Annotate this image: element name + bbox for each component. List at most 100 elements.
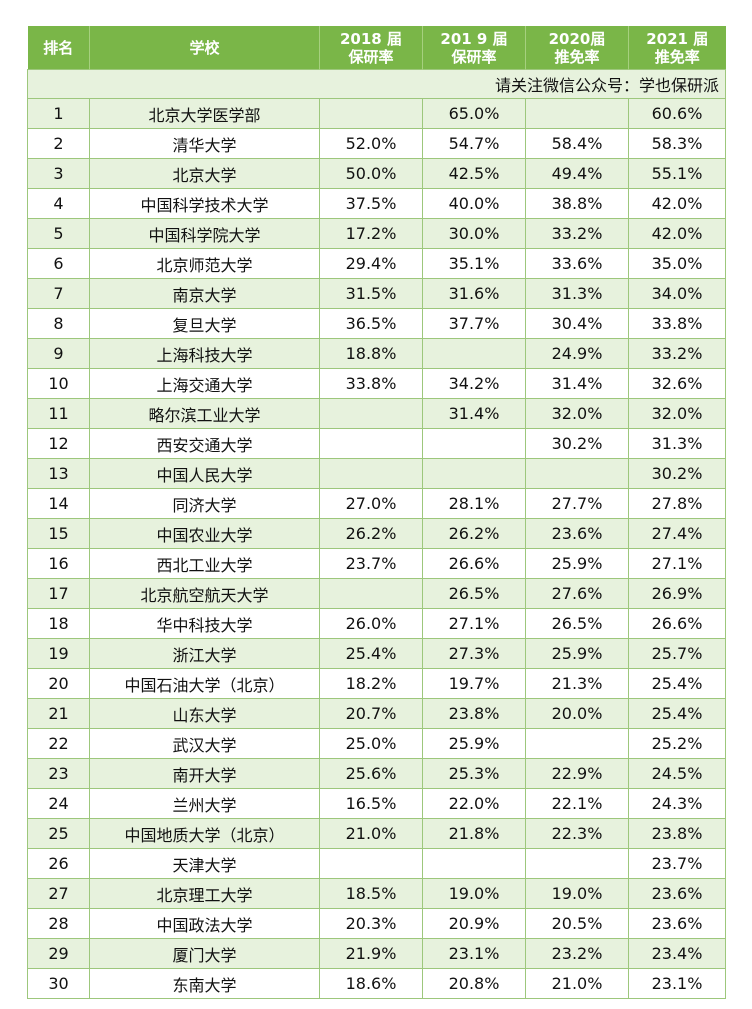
table-row: 20 中国石油大学（北京） 18.2% 19.7% 21.3% 25.4% bbox=[27, 668, 726, 699]
school-cell: 天津大学 bbox=[89, 848, 320, 879]
rate-2021-cell: 33.2% bbox=[628, 338, 726, 369]
rate-2018-cell bbox=[319, 428, 423, 459]
rate-2021-cell: 23.4% bbox=[628, 938, 726, 969]
rate-2019-cell: 40.0% bbox=[422, 188, 526, 219]
rank-cell: 25 bbox=[27, 818, 90, 849]
table-row: 2 清华大学 52.0% 54.7% 58.4% 58.3% bbox=[27, 128, 726, 159]
school-cell: 中国人民大学 bbox=[89, 458, 320, 489]
rate-2018-cell: 18.5% bbox=[319, 878, 423, 909]
rate-2019-cell: 42.5% bbox=[422, 158, 526, 189]
rate-2019-cell: 21.8% bbox=[422, 818, 526, 849]
rate-2018-cell: 21.9% bbox=[319, 938, 423, 969]
table-row: 23 南开大学 25.6% 25.3% 22.9% 24.5% bbox=[27, 758, 726, 789]
school-cell: 南京大学 bbox=[89, 278, 320, 309]
rate-2019-cell bbox=[422, 848, 526, 879]
rate-2021-cell: 23.6% bbox=[628, 908, 726, 939]
rate-2019-cell: 25.3% bbox=[422, 758, 526, 789]
rate-2019-cell: 28.1% bbox=[422, 488, 526, 519]
header-2021-year: 2021 届 bbox=[646, 29, 709, 48]
rate-2020-cell: 21.3% bbox=[525, 668, 629, 699]
rate-2021-cell: 30.2% bbox=[628, 458, 726, 489]
table-row: 15 中国农业大学 26.2% 26.2% 23.6% 27.4% bbox=[27, 518, 726, 549]
rank-cell: 10 bbox=[27, 368, 90, 399]
header-2020-year: 2020届 bbox=[548, 29, 606, 48]
rate-2019-cell: 23.1% bbox=[422, 938, 526, 969]
rate-2018-cell: 50.0% bbox=[319, 158, 423, 189]
rate-2021-cell: 27.4% bbox=[628, 518, 726, 549]
school-cell: 略尔滨工业大学 bbox=[89, 398, 320, 429]
table-row: 3 北京大学 50.0% 42.5% 49.4% 55.1% bbox=[27, 158, 726, 189]
header-2018-year: 2018 届 bbox=[340, 29, 402, 48]
school-cell: 中国石油大学（北京） bbox=[89, 668, 320, 699]
rate-2020-cell: 23.6% bbox=[525, 518, 629, 549]
school-cell: 中国地质大学（北京） bbox=[89, 818, 320, 849]
rate-2018-cell bbox=[319, 98, 423, 129]
rate-2018-cell: 18.6% bbox=[319, 968, 423, 999]
rate-2019-cell: 27.1% bbox=[422, 608, 526, 639]
rate-2021-cell: 26.9% bbox=[628, 578, 726, 609]
rate-2020-cell: 24.9% bbox=[525, 338, 629, 369]
rate-2021-cell: 32.6% bbox=[628, 368, 726, 399]
rank-cell: 22 bbox=[27, 728, 90, 759]
school-cell: 中国农业大学 bbox=[89, 518, 320, 549]
rate-2018-cell: 18.2% bbox=[319, 668, 423, 699]
rank-cell: 2 bbox=[27, 128, 90, 159]
rate-2019-cell: 34.2% bbox=[422, 368, 526, 399]
rate-2020-cell: 22.3% bbox=[525, 818, 629, 849]
header-rank: 排名 bbox=[27, 26, 90, 70]
rate-2020-cell: 49.4% bbox=[525, 158, 629, 189]
school-cell: 上海交通大学 bbox=[89, 368, 320, 399]
rank-cell: 14 bbox=[27, 488, 90, 519]
rank-cell: 19 bbox=[27, 638, 90, 669]
rate-2020-cell: 58.4% bbox=[525, 128, 629, 159]
rate-2021-cell: 32.0% bbox=[628, 398, 726, 429]
rate-2018-cell: 29.4% bbox=[319, 248, 423, 279]
school-cell: 北京大学 bbox=[89, 158, 320, 189]
rate-2018-cell: 33.8% bbox=[319, 368, 423, 399]
rank-cell: 11 bbox=[27, 398, 90, 429]
rate-2021-cell: 31.3% bbox=[628, 428, 726, 459]
rank-cell: 8 bbox=[27, 308, 90, 339]
rate-2021-cell: 55.1% bbox=[628, 158, 726, 189]
rate-2020-cell: 27.7% bbox=[525, 488, 629, 519]
rank-cell: 21 bbox=[27, 698, 90, 729]
header-2020: 2020届 推免率 bbox=[525, 26, 629, 70]
table-row: 18 华中科技大学 26.0% 27.1% 26.5% 26.6% bbox=[27, 608, 726, 639]
rank-cell: 13 bbox=[27, 458, 90, 489]
table-row: 16 西北工业大学 23.7% 26.6% 25.9% 27.1% bbox=[27, 548, 726, 579]
rate-2020-cell: 20.5% bbox=[525, 908, 629, 939]
table-row: 13 中国人民大学 30.2% bbox=[27, 458, 726, 489]
rate-2018-cell bbox=[319, 398, 423, 429]
table-row: 26 天津大学 23.7% bbox=[27, 848, 726, 879]
rate-2020-cell: 26.5% bbox=[525, 608, 629, 639]
school-cell: 华中科技大学 bbox=[89, 608, 320, 639]
rate-2019-cell: 26.5% bbox=[422, 578, 526, 609]
rate-2020-cell: 22.9% bbox=[525, 758, 629, 789]
rate-2019-cell: 22.0% bbox=[422, 788, 526, 819]
rate-2019-cell bbox=[422, 458, 526, 489]
table-row: 5 中国科学院大学 17.2% 30.0% 33.2% 42.0% bbox=[27, 218, 726, 249]
rate-2020-cell: 32.0% bbox=[525, 398, 629, 429]
header-2019: 201 9 届 保研率 bbox=[422, 26, 526, 70]
table-row: 8 复旦大学 36.5% 37.7% 30.4% 33.8% bbox=[27, 308, 726, 339]
school-cell: 同济大学 bbox=[89, 488, 320, 519]
notice-row: 请关注微信公众号：学也保研派 bbox=[27, 69, 726, 99]
rank-cell: 9 bbox=[27, 338, 90, 369]
rate-2018-cell: 25.4% bbox=[319, 638, 423, 669]
school-cell: 北京大学医学部 bbox=[89, 98, 320, 129]
rate-2020-cell: 38.8% bbox=[525, 188, 629, 219]
rate-2020-cell: 30.2% bbox=[525, 428, 629, 459]
school-cell: 西北工业大学 bbox=[89, 548, 320, 579]
rate-2020-cell: 25.9% bbox=[525, 638, 629, 669]
rate-2020-cell: 23.2% bbox=[525, 938, 629, 969]
rank-cell: 12 bbox=[27, 428, 90, 459]
table-header: 排名 学校 2018 届 保研率 201 9 届 保研率 2020届 推免率 2… bbox=[27, 26, 726, 70]
rate-2019-cell bbox=[422, 338, 526, 369]
rate-2018-cell bbox=[319, 458, 423, 489]
header-2021-metric: 推免率 bbox=[654, 47, 700, 66]
table-row: 22 武汉大学 25.0% 25.9% 25.2% bbox=[27, 728, 726, 759]
rate-2021-cell: 34.0% bbox=[628, 278, 726, 309]
ranking-table-container: 排名 学校 2018 届 保研率 201 9 届 保研率 2020届 推免率 2… bbox=[27, 26, 726, 999]
rate-2020-cell bbox=[525, 728, 629, 759]
rate-2018-cell: 31.5% bbox=[319, 278, 423, 309]
